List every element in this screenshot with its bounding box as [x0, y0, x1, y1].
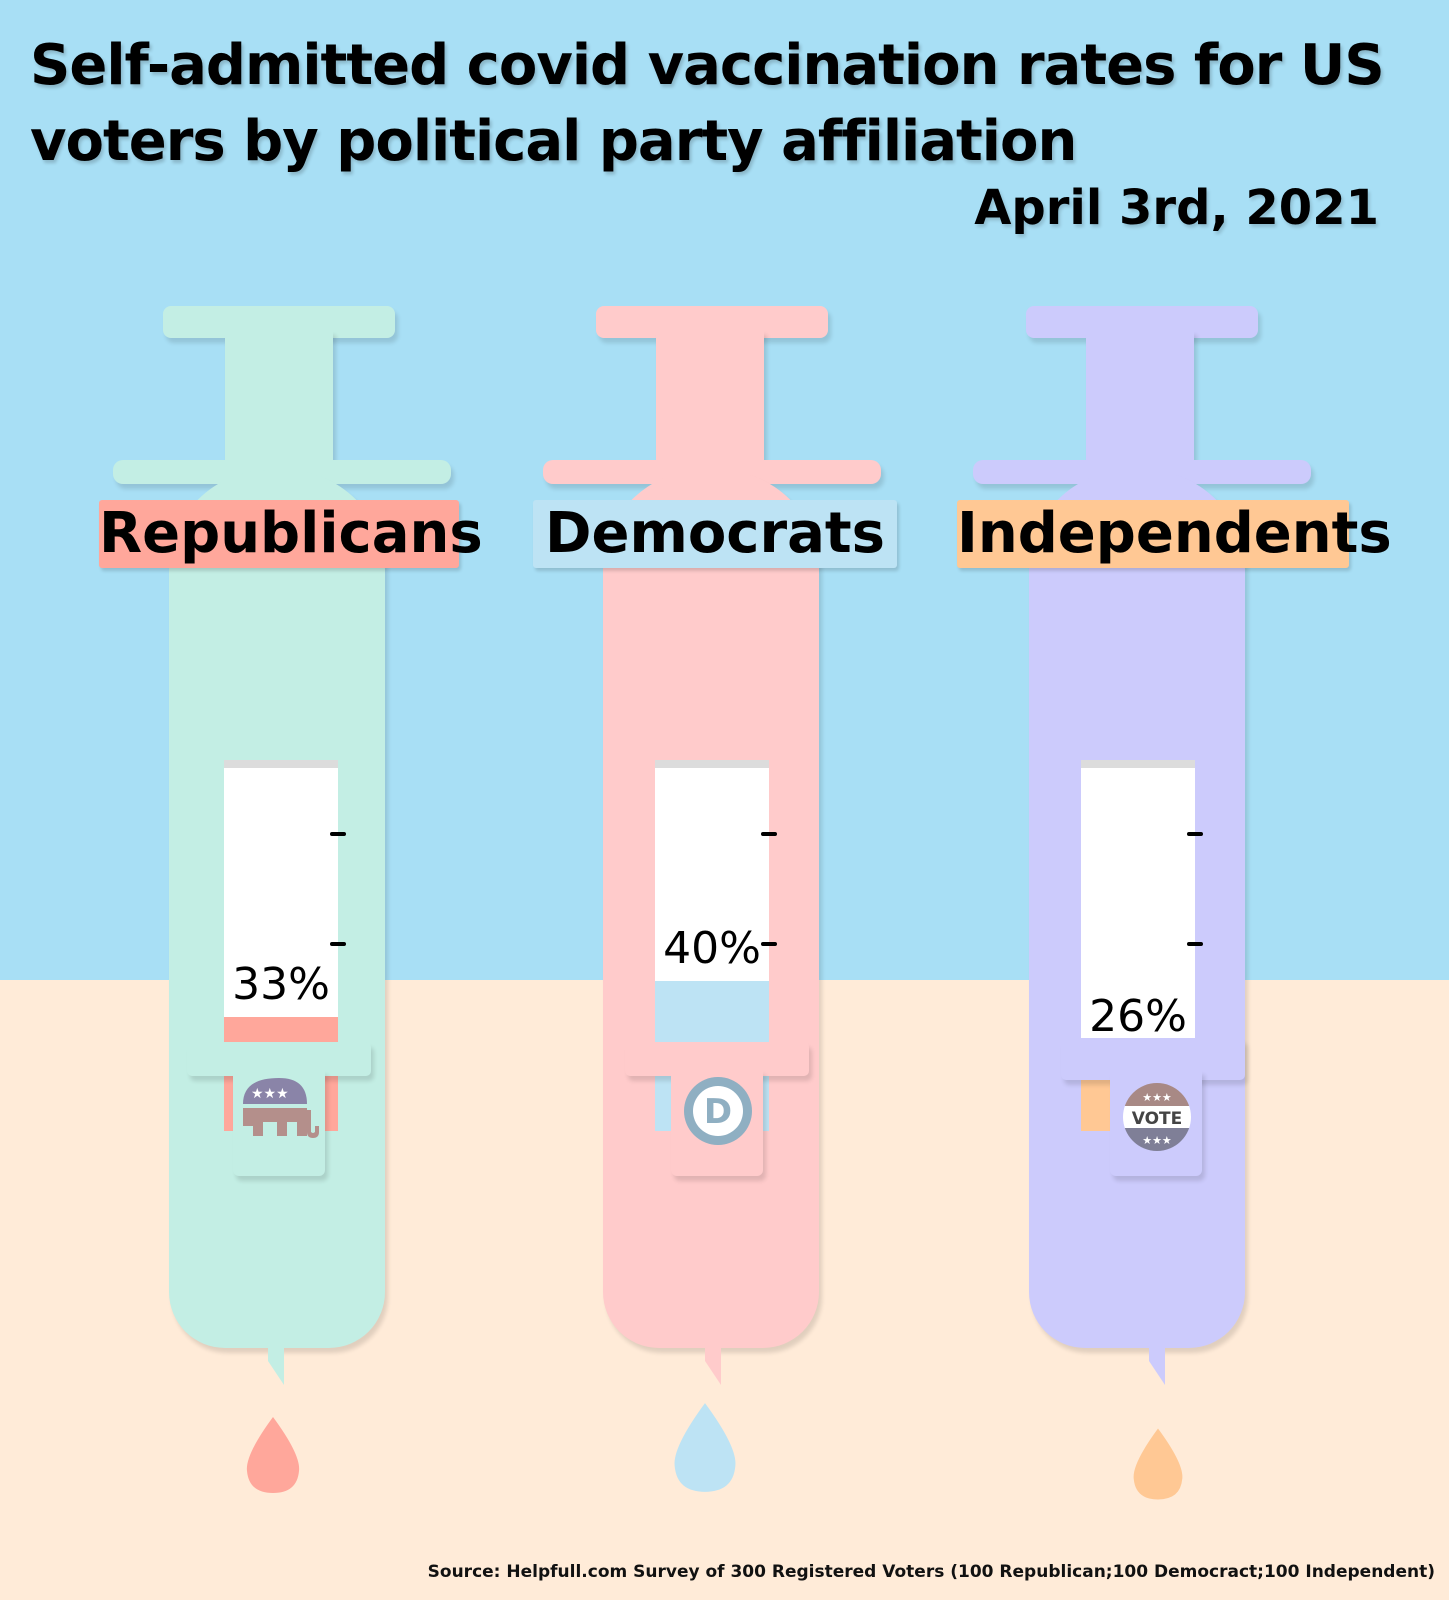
plunger-rod: [1086, 330, 1194, 464]
needle-hub: ★★★: [233, 1070, 325, 1176]
needle-hub: D: [671, 1070, 763, 1176]
syringe-barrel: 40%: [603, 470, 819, 1348]
gauge-tick: [330, 832, 346, 836]
group-label: Independents: [957, 500, 1392, 568]
gauge-tick: [761, 832, 777, 836]
needle: [1149, 1185, 1165, 1385]
needle-hub: ★★★ VOTE ★★★: [1110, 1070, 1202, 1176]
gauge-tick: [1187, 942, 1203, 946]
syringe-democrats: 40% Democrats D: [533, 300, 897, 1550]
plunger-rod: [225, 330, 333, 464]
drop-icon: [1133, 1428, 1183, 1500]
syringe-barrel: 26%: [1029, 470, 1245, 1348]
value-label: 40%: [663, 923, 761, 974]
chart-title: Self-admitted covid vaccination rates fo…: [30, 33, 1385, 174]
value-label: 33%: [232, 959, 330, 1010]
gauge-tick: [761, 942, 777, 946]
plunger-rod: [656, 330, 764, 464]
value-label: 26%: [1089, 991, 1187, 1042]
chart-date: April 3rd, 2021: [974, 180, 1379, 236]
source-note: Source: Helpfull.com Survey of 300 Regis…: [427, 1562, 1435, 1582]
drop-icon: [246, 1417, 300, 1493]
svg-text:VOTE: VOTE: [1132, 1109, 1183, 1129]
svg-text:★★★: ★★★: [1142, 1091, 1172, 1104]
gop-elephant-icon: ★★★: [243, 1078, 319, 1138]
democrat-d-icon: D: [684, 1077, 752, 1145]
drop-icon: [674, 1403, 736, 1492]
gauge-tick: [1187, 832, 1203, 836]
group-label: Republicans: [99, 500, 483, 568]
needle: [268, 1185, 284, 1385]
syringe-republicans: 33% Republicans ★★★: [99, 300, 483, 1550]
vote-badge-icon: ★★★ VOTE ★★★: [1123, 1083, 1191, 1151]
svg-text:D: D: [704, 1092, 732, 1132]
svg-text:★★★: ★★★: [251, 1086, 289, 1102]
svg-text:★★★: ★★★: [1142, 1134, 1172, 1147]
gauge-tick: [330, 942, 346, 946]
syringe-independents: 26% Independents ★★★ VOTE ★★★: [957, 300, 1392, 1550]
group-label: Democrats: [533, 500, 897, 568]
needle: [705, 1185, 721, 1385]
